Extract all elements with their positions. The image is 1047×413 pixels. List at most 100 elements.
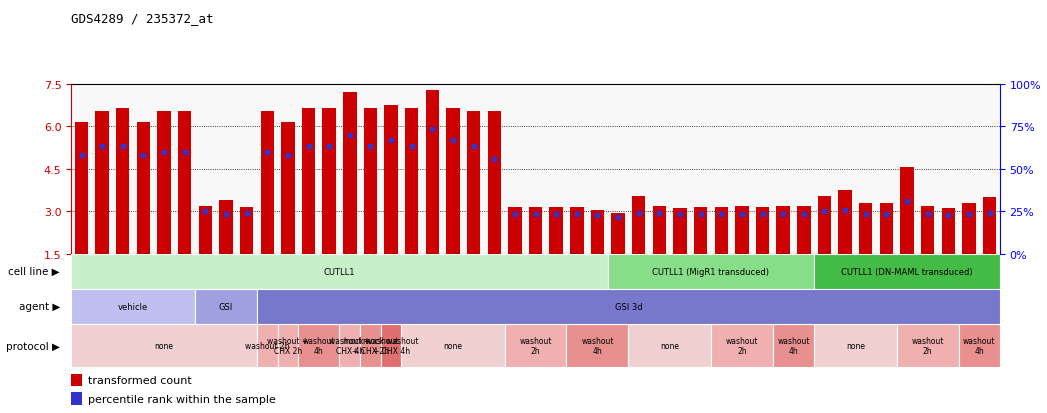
Bar [322, 109, 336, 254]
Point [94, 143, 111, 150]
Bar [896, 324, 959, 368]
Text: mock washout
+ CHX 2h: mock washout + CHX 2h [342, 336, 398, 356]
Bar [632, 196, 645, 254]
Bar [298, 324, 339, 368]
Bar [815, 254, 1000, 289]
Bar [405, 109, 419, 254]
Bar [611, 213, 625, 254]
Bar [879, 203, 893, 254]
Point [424, 126, 441, 133]
Text: CUTLL1: CUTLL1 [324, 267, 355, 276]
Bar [277, 324, 298, 368]
Point [156, 149, 173, 156]
Bar [360, 324, 381, 368]
Bar [343, 93, 357, 254]
Text: washout 2h: washout 2h [245, 342, 290, 350]
Point [486, 156, 503, 163]
Point [651, 210, 668, 216]
Point [280, 152, 296, 159]
Point [569, 211, 585, 218]
Point [114, 143, 131, 150]
Bar [195, 289, 257, 324]
Text: none: none [846, 342, 865, 350]
Bar [900, 168, 914, 254]
Text: none: none [155, 342, 174, 350]
Text: mock washout
+ CHX 4h: mock washout + CHX 4h [363, 336, 419, 356]
Point [383, 138, 400, 145]
Text: vehicle: vehicle [118, 302, 149, 311]
Point [362, 143, 379, 150]
Text: protocol ▶: protocol ▶ [6, 341, 60, 351]
Point [548, 211, 564, 218]
Point [300, 143, 317, 150]
Bar [137, 123, 150, 254]
Bar [591, 210, 604, 254]
Point [218, 211, 235, 218]
Point [403, 143, 420, 150]
Point [796, 211, 812, 218]
Bar [157, 112, 171, 254]
Point [135, 152, 152, 159]
Point [754, 211, 771, 218]
Point [465, 143, 482, 150]
Bar [777, 206, 789, 254]
Bar [488, 112, 500, 254]
Point [341, 132, 358, 139]
Bar [652, 206, 666, 254]
Text: washout
2h: washout 2h [911, 336, 944, 356]
Text: washout
4h: washout 4h [581, 336, 614, 356]
Bar [711, 324, 773, 368]
Text: transformed count: transformed count [88, 375, 192, 385]
Text: washout +
CHX 4h: washout + CHX 4h [329, 336, 371, 356]
Point [73, 152, 90, 159]
Bar [401, 324, 505, 368]
Text: GSI 3d: GSI 3d [615, 302, 642, 311]
Bar [261, 112, 274, 254]
Text: none: none [444, 342, 463, 350]
Bar [302, 109, 315, 254]
Point [197, 208, 214, 215]
Point [692, 211, 709, 218]
Bar [71, 324, 257, 368]
Text: cell line ▶: cell line ▶ [8, 266, 60, 277]
Bar [426, 90, 439, 254]
Bar [116, 109, 130, 254]
Bar [550, 207, 563, 254]
Bar [381, 324, 401, 368]
Point [630, 210, 647, 216]
Point [259, 149, 275, 156]
Bar [71, 289, 195, 324]
Bar [818, 196, 831, 254]
Bar [714, 207, 728, 254]
Bar [839, 190, 852, 254]
Bar [628, 324, 711, 368]
Bar [815, 324, 896, 368]
Point [775, 211, 792, 218]
Bar [566, 324, 628, 368]
Point [507, 211, 524, 218]
Bar [363, 109, 377, 254]
Bar [962, 203, 976, 254]
Text: washout
4h: washout 4h [963, 336, 996, 356]
Bar [219, 200, 232, 254]
Point [445, 138, 462, 145]
Point [713, 211, 730, 218]
Text: none: none [661, 342, 680, 350]
Bar [384, 106, 398, 254]
Bar [959, 324, 1000, 368]
Bar [571, 207, 583, 254]
Point [919, 211, 936, 218]
Text: washout
4h: washout 4h [303, 336, 335, 356]
Point [960, 211, 977, 218]
Bar [178, 112, 192, 254]
Bar [71, 374, 83, 386]
Point [878, 211, 895, 218]
Bar [735, 206, 749, 254]
Point [239, 210, 255, 216]
Bar [95, 112, 109, 254]
Text: percentile rank within the sample: percentile rank within the sample [88, 394, 275, 404]
Text: washout +
CHX 2h: washout + CHX 2h [267, 336, 309, 356]
Point [734, 211, 751, 218]
Bar [859, 203, 872, 254]
Point [176, 149, 193, 156]
